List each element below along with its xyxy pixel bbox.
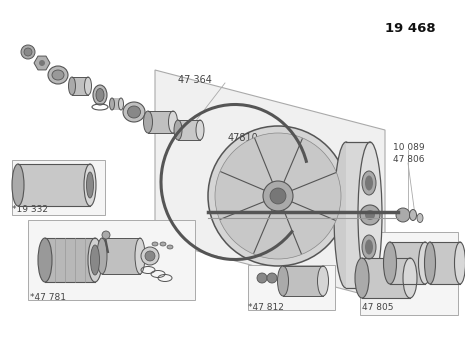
- Bar: [283, 266, 323, 296]
- Ellipse shape: [318, 266, 328, 296]
- Polygon shape: [34, 56, 50, 70]
- Ellipse shape: [123, 102, 145, 122]
- Ellipse shape: [362, 171, 376, 195]
- Circle shape: [24, 48, 32, 56]
- Text: *19 332: *19 332: [12, 205, 48, 215]
- Ellipse shape: [97, 238, 107, 274]
- Polygon shape: [12, 160, 105, 215]
- Circle shape: [208, 126, 348, 266]
- Ellipse shape: [12, 164, 24, 206]
- Circle shape: [102, 231, 110, 239]
- Ellipse shape: [93, 85, 107, 105]
- Circle shape: [267, 273, 277, 283]
- Ellipse shape: [52, 70, 64, 80]
- Ellipse shape: [334, 142, 358, 288]
- Circle shape: [360, 205, 380, 225]
- Ellipse shape: [96, 89, 104, 101]
- Text: 19 468: 19 468: [385, 21, 436, 35]
- Polygon shape: [155, 70, 385, 300]
- Bar: [346, 142, 370, 288]
- Text: 47810: 47810: [228, 133, 259, 143]
- Text: 47 805: 47 805: [362, 303, 393, 313]
- Polygon shape: [28, 220, 195, 300]
- Ellipse shape: [196, 120, 204, 140]
- Ellipse shape: [109, 98, 114, 110]
- Circle shape: [257, 273, 267, 283]
- Ellipse shape: [278, 266, 288, 296]
- Ellipse shape: [135, 238, 145, 274]
- Ellipse shape: [454, 242, 465, 284]
- Circle shape: [215, 133, 341, 259]
- Bar: [18, 164, 90, 206]
- Circle shape: [263, 181, 293, 211]
- Ellipse shape: [144, 111, 153, 133]
- Ellipse shape: [91, 245, 100, 275]
- Text: *47 781: *47 781: [30, 293, 66, 301]
- Ellipse shape: [425, 242, 436, 284]
- Ellipse shape: [152, 242, 158, 246]
- Ellipse shape: [160, 242, 166, 246]
- Ellipse shape: [168, 111, 178, 133]
- Bar: [45, 238, 95, 282]
- Text: 10 089: 10 089: [393, 142, 425, 152]
- Circle shape: [145, 251, 155, 261]
- Ellipse shape: [403, 258, 417, 298]
- Circle shape: [39, 60, 45, 66]
- Bar: [148, 111, 173, 133]
- Circle shape: [365, 210, 375, 220]
- Bar: [112, 98, 121, 110]
- Polygon shape: [248, 265, 335, 310]
- Bar: [72, 77, 88, 95]
- Ellipse shape: [418, 242, 432, 284]
- Text: 47 806: 47 806: [393, 155, 425, 164]
- Text: 47 364: 47 364: [178, 75, 212, 85]
- Ellipse shape: [365, 239, 373, 254]
- Ellipse shape: [119, 98, 124, 110]
- Ellipse shape: [38, 238, 52, 282]
- Ellipse shape: [68, 77, 75, 95]
- Ellipse shape: [362, 235, 376, 259]
- Bar: [390, 242, 425, 284]
- Ellipse shape: [417, 214, 423, 223]
- Polygon shape: [360, 232, 458, 315]
- Ellipse shape: [410, 210, 417, 221]
- Text: *47 812: *47 812: [248, 303, 284, 313]
- Circle shape: [141, 247, 159, 265]
- Ellipse shape: [174, 120, 182, 140]
- Ellipse shape: [365, 175, 373, 190]
- Ellipse shape: [85, 77, 92, 95]
- Ellipse shape: [355, 258, 369, 298]
- Ellipse shape: [167, 245, 173, 249]
- Ellipse shape: [84, 164, 96, 206]
- Ellipse shape: [48, 66, 68, 84]
- Ellipse shape: [127, 106, 140, 118]
- Circle shape: [21, 45, 35, 59]
- Bar: [178, 120, 200, 140]
- Bar: [362, 258, 410, 298]
- Ellipse shape: [358, 142, 382, 288]
- Bar: [102, 238, 140, 274]
- Circle shape: [270, 188, 286, 204]
- Circle shape: [396, 208, 410, 222]
- Bar: [430, 242, 460, 284]
- Ellipse shape: [86, 172, 93, 198]
- Ellipse shape: [88, 238, 102, 282]
- Ellipse shape: [384, 242, 397, 284]
